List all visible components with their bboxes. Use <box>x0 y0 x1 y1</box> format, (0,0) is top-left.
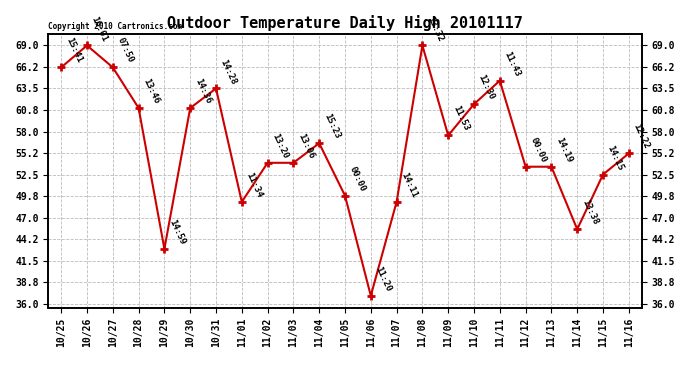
Text: 15:41: 15:41 <box>64 36 83 64</box>
Text: 13:06: 13:06 <box>296 132 316 160</box>
Text: 16:01: 16:01 <box>90 15 109 43</box>
Text: 13:46: 13:46 <box>141 77 161 105</box>
Text: 15:23: 15:23 <box>322 112 342 141</box>
Text: 07:50: 07:50 <box>116 36 135 64</box>
Text: 14:19: 14:19 <box>554 136 573 164</box>
Text: 12:22: 12:22 <box>631 123 651 151</box>
Text: 00:00: 00:00 <box>529 136 548 164</box>
Text: 11:53: 11:53 <box>451 105 471 133</box>
Text: 14:11: 14:11 <box>400 171 419 199</box>
Text: 11:34: 11:34 <box>244 171 264 199</box>
Text: 12:30: 12:30 <box>477 73 496 101</box>
Text: 11:20: 11:20 <box>373 265 393 293</box>
Title: Outdoor Temperature Daily High 20101117: Outdoor Temperature Daily High 20101117 <box>167 15 523 31</box>
Text: 14:15: 14:15 <box>606 144 625 172</box>
Text: 13:38: 13:38 <box>580 198 600 226</box>
Text: 11:43: 11:43 <box>502 50 522 78</box>
Text: 13:20: 13:20 <box>270 132 290 160</box>
Text: 14:28: 14:28 <box>219 57 238 86</box>
Text: 00:00: 00:00 <box>348 165 367 193</box>
Text: 14:59: 14:59 <box>167 218 187 246</box>
Text: 14:36: 14:36 <box>193 77 213 105</box>
Text: Copyright 2010 Cartronics.com: Copyright 2010 Cartronics.com <box>48 22 182 31</box>
Text: 13:32: 13:32 <box>425 15 444 43</box>
